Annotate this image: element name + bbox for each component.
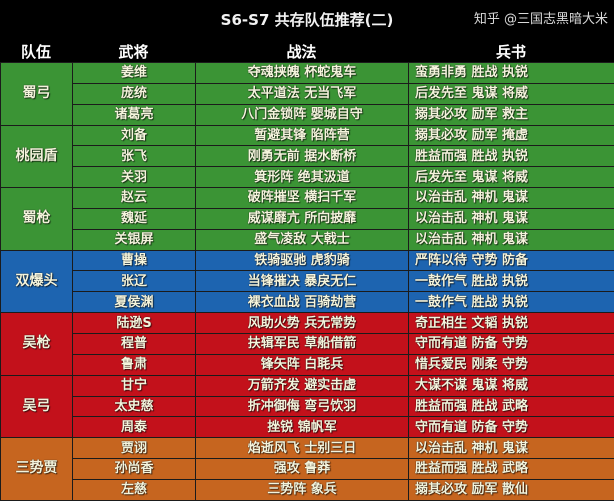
- team-name: 蜀枪: [1, 188, 73, 251]
- general-cell: 关羽: [73, 167, 196, 188]
- books-cell: 搦其必攻 励军 救主: [409, 104, 614, 125]
- books-cell: 以治击乱 神机 鬼谋: [409, 188, 614, 209]
- table-row: 双爆头曹操铁骑驱驰 虎豹骑严阵以待 守势 防备: [1, 250, 614, 271]
- general-cell: 赵云: [73, 188, 196, 209]
- team-name: 桃园盾: [1, 125, 73, 188]
- table-row: 夏侯渊裸衣血战 百骑劫营一鼓作气 胜战 执锐: [1, 292, 614, 313]
- table-row: 太史慈折冲御侮 弯弓饮羽胜益而强 胜战 武略: [1, 396, 614, 417]
- table-row: 周泰挫锐 锦帆军守而有道 防备 守势: [1, 417, 614, 438]
- books-cell: 惜兵爱民 刚柔 守势: [409, 354, 614, 375]
- general-cell: 刘备: [73, 125, 196, 146]
- general-cell: 孙尚香: [73, 459, 196, 480]
- table-row: 桃园盾刘备暂避其锋 陷阵营搦其必攻 励军 掩虚: [1, 125, 614, 146]
- tactics-cell: 当锋摧决 暴戾无仁: [196, 271, 409, 292]
- team-name: 三势贾: [1, 438, 73, 501]
- tactics-cell: 万箭齐发 避实击虚: [196, 375, 409, 396]
- general-cell: 鲁肃: [73, 354, 196, 375]
- tactics-cell: 八门金锁阵 婴城自守: [196, 104, 409, 125]
- table-row: 三势贾贾诩焰逝风飞 士别三日以治击乱 神机 鬼谋: [1, 438, 614, 459]
- general-cell: 姜维: [73, 63, 196, 84]
- tactics-cell: 夺魂挟魄 杯蛇鬼车: [196, 63, 409, 84]
- general-cell: 夏侯渊: [73, 292, 196, 313]
- books-cell: 守而有道 防备 守势: [409, 417, 614, 438]
- tactics-cell: 锋矢阵 白毦兵: [196, 354, 409, 375]
- table-row: 关羽箕形阵 绝其汲道后发先至 鬼谋 将威: [1, 167, 614, 188]
- books-cell: 守而有道 防备 守势: [409, 333, 614, 354]
- general-cell: 诸葛亮: [73, 104, 196, 125]
- books-cell: 以治击乱 神机 鬼谋: [409, 208, 614, 229]
- table-row: 魏延威谋靡亢 所向披靡以治击乱 神机 鬼谋: [1, 208, 614, 229]
- table-row: 鲁肃锋矢阵 白毦兵惜兵爱民 刚柔 守势: [1, 354, 614, 375]
- table-row: 张辽当锋摧决 暴戾无仁一鼓作气 胜战 执锐: [1, 271, 614, 292]
- tactics-cell: 裸衣血战 百骑劫营: [196, 292, 409, 313]
- table-row: 吴弓甘宁万箭齐发 避实击虚大谋不谋 鬼谋 将威: [1, 375, 614, 396]
- team-name: 吴弓: [1, 375, 73, 438]
- general-cell: 程普: [73, 333, 196, 354]
- books-cell: 以治击乱 神机 鬼谋: [409, 229, 614, 250]
- books-cell: 搦其必攻 励军 散仙: [409, 479, 614, 500]
- general-cell: 张辽: [73, 271, 196, 292]
- table-row: 诸葛亮八门金锁阵 婴城自守搦其必攻 励军 救主: [1, 104, 614, 125]
- books-cell: 蛮勇非勇 胜战 执锐: [409, 63, 614, 84]
- general-cell: 关银屏: [73, 229, 196, 250]
- table-row: 左慈三势阵 象兵搦其必攻 励军 散仙: [1, 479, 614, 500]
- books-cell: 搦其必攻 励军 掩虚: [409, 125, 614, 146]
- table-row: 庞统太平道法 无当飞军后发先至 鬼谋 将威: [1, 83, 614, 104]
- books-cell: 严阵以待 守势 防备: [409, 250, 614, 271]
- books-cell: 胜益而强 胜战 执锐: [409, 146, 614, 167]
- books-cell: 胜益而强 胜战 武略: [409, 396, 614, 417]
- general-cell: 庞统: [73, 83, 196, 104]
- general-cell: 张飞: [73, 146, 196, 167]
- books-cell: 胜益而强 胜战 武略: [409, 459, 614, 480]
- books-cell: 一鼓作气 胜战 执锐: [409, 292, 614, 313]
- tactics-cell: 扶辑军民 草船借箭: [196, 333, 409, 354]
- lineup-table: 蜀弓姜维夺魂挟魄 杯蛇鬼车蛮勇非勇 胜战 执锐庞统太平道法 无当飞军后发先至 鬼…: [0, 62, 614, 501]
- header-tactics: 战法: [195, 42, 408, 62]
- tactics-cell: 风助火势 兵无常势: [196, 313, 409, 334]
- table-row: 关银屏盛气凌敌 大戟士以治击乱 神机 鬼谋: [1, 229, 614, 250]
- watermark: 知乎 @三国志黑暗大米: [474, 12, 608, 28]
- tactics-cell: 太平道法 无当飞军: [196, 83, 409, 104]
- tactics-cell: 暂避其锋 陷阵营: [196, 125, 409, 146]
- general-cell: 曹操: [73, 250, 196, 271]
- table-row: 孙尚香强攻 鲁莽胜益而强 胜战 武略: [1, 459, 614, 480]
- books-cell: 后发先至 鬼谋 将威: [409, 83, 614, 104]
- general-cell: 魏延: [73, 208, 196, 229]
- general-cell: 周泰: [73, 417, 196, 438]
- tactics-cell: 强攻 鲁莽: [196, 459, 409, 480]
- table-row: 程普扶辑军民 草船借箭守而有道 防备 守势: [1, 333, 614, 354]
- tactics-cell: 刚勇无前 据水断桥: [196, 146, 409, 167]
- tactics-cell: 折冲御侮 弯弓饮羽: [196, 396, 409, 417]
- books-cell: 后发先至 鬼谋 将威: [409, 167, 614, 188]
- general-cell: 左慈: [73, 479, 196, 500]
- header-books: 兵书: [408, 42, 614, 62]
- tactics-cell: 威谋靡亢 所向披靡: [196, 208, 409, 229]
- tactics-cell: 破阵摧坚 横扫千军: [196, 188, 409, 209]
- header-team: 队伍: [0, 42, 72, 62]
- tactics-cell: 箕形阵 绝其汲道: [196, 167, 409, 188]
- tactics-cell: 三势阵 象兵: [196, 479, 409, 500]
- table-row: 蜀弓姜维夺魂挟魄 杯蛇鬼车蛮勇非勇 胜战 执锐: [1, 63, 614, 84]
- general-cell: 贾诩: [73, 438, 196, 459]
- tactics-cell: 盛气凌敌 大戟士: [196, 229, 409, 250]
- team-name: 蜀弓: [1, 63, 73, 126]
- tactics-cell: 铁骑驱驰 虎豹骑: [196, 250, 409, 271]
- team-name: 吴枪: [1, 313, 73, 376]
- table-row: 张飞刚勇无前 据水断桥胜益而强 胜战 执锐: [1, 146, 614, 167]
- books-cell: 大谋不谋 鬼谋 将威: [409, 375, 614, 396]
- team-name: 双爆头: [1, 250, 73, 313]
- general-cell: 太史慈: [73, 396, 196, 417]
- general-cell: 陆逊S: [73, 313, 196, 334]
- general-cell: 甘宁: [73, 375, 196, 396]
- books-cell: 奇正相生 文韬 执锐: [409, 313, 614, 334]
- header-general: 武将: [72, 42, 195, 62]
- tactics-cell: 挫锐 锦帆军: [196, 417, 409, 438]
- tactics-cell: 焰逝风飞 士别三日: [196, 438, 409, 459]
- books-cell: 以治击乱 神机 鬼谋: [409, 438, 614, 459]
- books-cell: 一鼓作气 胜战 执锐: [409, 271, 614, 292]
- table-row: 蜀枪赵云破阵摧坚 横扫千军以治击乱 神机 鬼谋: [1, 188, 614, 209]
